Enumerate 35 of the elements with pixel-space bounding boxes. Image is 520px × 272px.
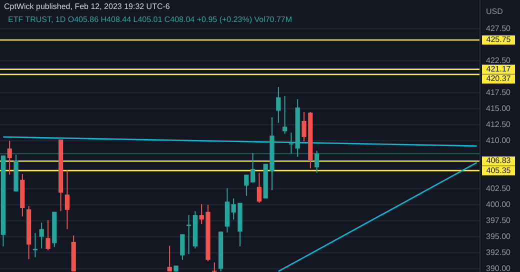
candlestick xyxy=(39,222,44,249)
candlestick xyxy=(167,245,172,272)
candlestick xyxy=(64,170,70,230)
ref-line-label: 420.37 xyxy=(486,74,512,84)
y-tick-label: 412.50 xyxy=(486,120,512,129)
ref-line-label: 406.83 xyxy=(486,156,512,166)
y-tick-label: 395.00 xyxy=(486,232,512,241)
y-tick-label: 410.00 xyxy=(486,136,512,145)
ref-line-label: 425.75 xyxy=(486,35,512,44)
candlestick xyxy=(46,220,50,251)
candlestick xyxy=(314,150,320,174)
candlestick xyxy=(186,214,192,255)
candlestick xyxy=(282,96,288,134)
ref-line-label: 421.17 xyxy=(486,64,512,74)
candlestick xyxy=(212,262,217,272)
y-tick-label: 427.50 xyxy=(486,24,512,33)
y-tick-label: 397.50 xyxy=(486,216,512,225)
candlestick xyxy=(256,172,262,204)
text: ETF TRUST, 1D O405.86 H408.44 L405.01 C408.04 +0.95 (+0.23%) Vol70.77M xyxy=(8,15,292,24)
y-tick-label: 415.00 xyxy=(486,104,512,113)
candlestick xyxy=(276,86,281,124)
candlestick xyxy=(250,152,256,183)
y-tick-label: 422.50 xyxy=(486,56,512,65)
chart-title: CptWick published, Feb 12, 2023 19:32 UTC-6 xyxy=(4,2,170,11)
candlestick xyxy=(7,140,12,176)
candlestick xyxy=(244,174,249,196)
y-tick-label: 392.50 xyxy=(486,248,512,257)
candlestick xyxy=(180,234,185,260)
y-tick-label: 402.50 xyxy=(486,184,512,193)
y-tick-label: 417.50 xyxy=(486,88,512,97)
candlestick xyxy=(288,132,294,154)
y-tick-label: 400.00 xyxy=(486,200,512,209)
ref-line-label: 405.35 xyxy=(486,166,512,175)
y-axis-title: USD xyxy=(486,7,504,16)
y-tick-label: 390.00 xyxy=(486,264,512,272)
